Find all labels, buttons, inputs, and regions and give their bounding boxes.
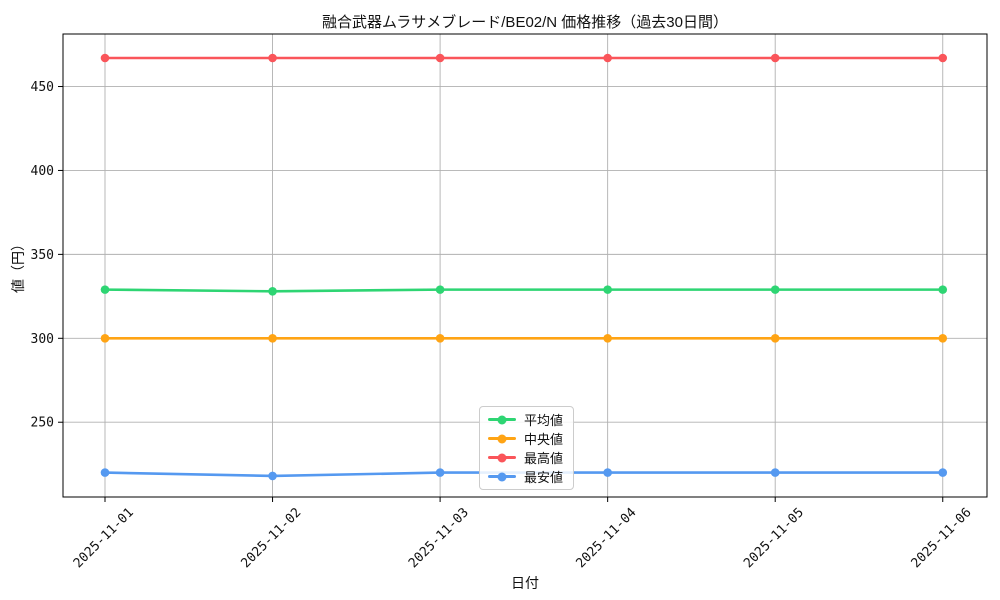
legend-marker-icon	[497, 472, 507, 481]
legend-item-median: 中央値	[488, 429, 565, 448]
y-tick-label: 300	[31, 332, 54, 347]
plot-border	[62, 33, 988, 498]
legend-marker-icon	[497, 415, 507, 424]
series-marker-0	[603, 285, 612, 294]
legend-item-max: 最高値	[488, 448, 565, 467]
series-marker-2	[435, 53, 445, 63]
series-marker-1	[770, 334, 780, 343]
legend-label-min: 最安値	[524, 470, 564, 485]
legend-item-min: 最安値	[488, 467, 565, 486]
series-marker-1	[603, 334, 612, 343]
legend-line-sample-max	[488, 453, 516, 462]
y-axis-label: 値（円）	[10, 237, 26, 293]
legend: 平均値 中央値 最高値 最安値	[479, 406, 574, 490]
x-tick-label: 2025-11-04	[574, 505, 640, 571]
legend-item-average: 平均値	[488, 410, 565, 429]
legend-label-median: 中央値	[524, 432, 564, 447]
legend-label-average: 平均値	[524, 413, 564, 428]
series-line-0	[103, 288, 945, 293]
series-marker-3	[435, 468, 445, 477]
legend-marker-icon	[497, 434, 507, 443]
chart-title: 融合武器ムラサメブレード/BE02/N 価格推移（過去30日間）	[322, 14, 728, 31]
y-tick-label: 450	[31, 80, 54, 95]
series-marker-1	[938, 334, 948, 343]
x-axis-label: 日付	[511, 575, 539, 591]
series-marker-3	[770, 468, 780, 477]
series-marker-2	[268, 53, 277, 63]
series-marker-2	[100, 53, 110, 63]
y-tick-label: 400	[31, 164, 54, 179]
series-marker-0	[100, 285, 110, 294]
x-tick-label: 2025-11-01	[71, 505, 137, 571]
series-marker-1	[435, 334, 445, 343]
series-marker-3	[938, 468, 948, 477]
y-tick-label: 350	[31, 248, 54, 263]
series-marker-3	[268, 471, 277, 481]
series-marker-3	[603, 468, 612, 477]
series-marker-0	[770, 285, 780, 294]
x-tick-label: 2025-11-05	[741, 505, 807, 571]
x-tick-label: 2025-11-03	[406, 505, 472, 571]
series-marker-1	[268, 334, 277, 343]
series-marker-2	[938, 53, 948, 63]
y-tick-label: 250	[31, 416, 54, 431]
series-marker-0	[938, 285, 948, 294]
legend-line-sample-median	[488, 434, 516, 443]
series-marker-0	[268, 287, 277, 296]
legend-label-max: 最高値	[524, 451, 564, 466]
series-marker-0	[435, 285, 445, 294]
legend-line-sample-average	[488, 415, 516, 424]
x-tick-label: 2025-11-02	[238, 505, 304, 571]
series-marker-3	[100, 468, 110, 477]
series-marker-1	[100, 334, 110, 343]
legend-line-sample-min	[488, 472, 516, 481]
legend-marker-icon	[497, 453, 507, 462]
series-marker-2	[603, 53, 612, 63]
series-marker-2	[770, 53, 780, 63]
x-tick-label: 2025-11-06	[909, 505, 975, 571]
